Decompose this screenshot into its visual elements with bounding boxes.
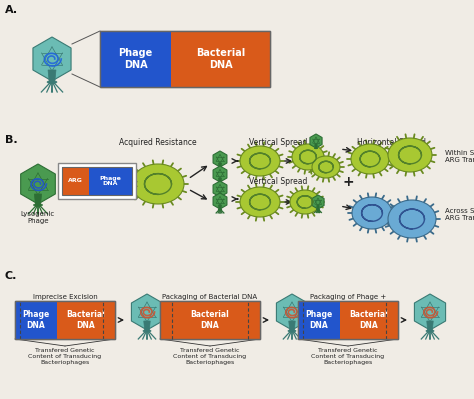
- Text: +: +: [342, 175, 354, 189]
- Ellipse shape: [317, 209, 319, 210]
- Bar: [15, 301, 115, 339]
- Text: Within Species
ARG Transfer: Within Species ARG Transfer: [445, 150, 474, 164]
- Ellipse shape: [290, 190, 320, 214]
- Bar: [89, 167, 132, 195]
- Text: Imprecise Excision: Imprecise Excision: [33, 294, 97, 300]
- Text: Transfered Genetic
Content of Transducing
Bacteriophages: Transfered Genetic Content of Transducin…: [311, 348, 384, 365]
- Ellipse shape: [388, 138, 432, 172]
- Polygon shape: [21, 164, 55, 204]
- Text: Phage
DNA: Phage DNA: [305, 310, 333, 330]
- Bar: [298, 301, 398, 339]
- Ellipse shape: [288, 330, 296, 332]
- Ellipse shape: [47, 81, 57, 83]
- Polygon shape: [317, 205, 319, 209]
- Polygon shape: [414, 294, 446, 330]
- Bar: [15, 301, 57, 339]
- Ellipse shape: [388, 200, 436, 238]
- Ellipse shape: [132, 164, 184, 204]
- Bar: [160, 301, 260, 339]
- Text: Lysogenic
Phage: Lysogenic Phage: [21, 211, 55, 224]
- Ellipse shape: [218, 209, 222, 210]
- Polygon shape: [276, 294, 308, 330]
- Text: B.: B.: [5, 135, 18, 145]
- Ellipse shape: [312, 156, 340, 178]
- Ellipse shape: [240, 146, 280, 176]
- Bar: [57, 301, 115, 339]
- Text: Vertical Spread: Vertical Spread: [249, 176, 307, 186]
- Text: Phage
DNA: Phage DNA: [22, 310, 50, 330]
- Polygon shape: [315, 144, 317, 148]
- Polygon shape: [213, 166, 227, 182]
- Text: Acquired Resistance: Acquired Resistance: [119, 138, 197, 147]
- Bar: [100, 31, 270, 87]
- Bar: [160, 301, 260, 339]
- Ellipse shape: [240, 187, 280, 217]
- Text: ARG: ARG: [68, 178, 83, 184]
- Polygon shape: [213, 193, 227, 209]
- Polygon shape: [312, 195, 324, 209]
- Bar: [298, 301, 398, 339]
- Bar: [172, 31, 270, 87]
- Polygon shape: [219, 163, 221, 168]
- Polygon shape: [213, 151, 227, 167]
- Bar: [298, 301, 340, 339]
- Text: Phage
DNA: Phage DNA: [100, 176, 121, 186]
- Text: Packaging of Bacterial DNA: Packaging of Bacterial DNA: [163, 294, 257, 300]
- Text: C.: C.: [5, 271, 18, 281]
- Bar: [15, 301, 115, 339]
- Ellipse shape: [218, 197, 222, 198]
- Bar: [58, 163, 136, 199]
- Ellipse shape: [34, 204, 43, 206]
- Polygon shape: [219, 178, 221, 182]
- Polygon shape: [219, 193, 221, 198]
- Ellipse shape: [426, 330, 434, 332]
- Ellipse shape: [351, 144, 389, 174]
- Text: Packaging of Phage +
Downstream Bacterial DNA: Packaging of Phage + Downstream Bacteria…: [301, 294, 395, 307]
- Text: Vertical Spread: Vertical Spread: [249, 138, 307, 147]
- Text: Transfered Genetic
Content of Transducing
Bacteriophages: Transfered Genetic Content of Transducin…: [28, 348, 101, 365]
- Text: Across Species
ARG Transfer: Across Species ARG Transfer: [445, 207, 474, 221]
- Text: Bacterial
DNA: Bacterial DNA: [191, 310, 229, 330]
- Text: Bacterial
DNA: Bacterial DNA: [196, 48, 246, 70]
- Ellipse shape: [218, 182, 222, 183]
- Text: Transfered Genetic
Content of Transducing
Bacteriophages: Transfered Genetic Content of Transducin…: [173, 348, 246, 365]
- Ellipse shape: [143, 330, 151, 332]
- Polygon shape: [131, 294, 163, 330]
- Polygon shape: [310, 134, 322, 148]
- Polygon shape: [35, 194, 42, 205]
- Text: Bacterial
DNA: Bacterial DNA: [350, 310, 388, 330]
- Ellipse shape: [314, 148, 318, 149]
- Bar: [100, 31, 172, 87]
- Polygon shape: [213, 181, 227, 197]
- Polygon shape: [48, 70, 56, 82]
- Text: Horizontal Spread: Horizontal Spread: [357, 138, 427, 147]
- Bar: [160, 301, 260, 339]
- Polygon shape: [289, 321, 295, 331]
- Text: Phage
DNA: Phage DNA: [118, 48, 153, 70]
- Polygon shape: [33, 37, 71, 81]
- Polygon shape: [427, 321, 433, 331]
- Bar: [62, 167, 89, 195]
- Bar: [62, 167, 132, 195]
- Bar: [340, 301, 398, 339]
- Ellipse shape: [292, 144, 324, 170]
- Ellipse shape: [218, 167, 222, 168]
- Text: A.: A.: [5, 5, 18, 15]
- Bar: [100, 31, 270, 87]
- Ellipse shape: [352, 197, 392, 229]
- Polygon shape: [144, 321, 150, 331]
- Polygon shape: [219, 205, 221, 209]
- Text: Bacterial
DNA: Bacterial DNA: [67, 310, 105, 330]
